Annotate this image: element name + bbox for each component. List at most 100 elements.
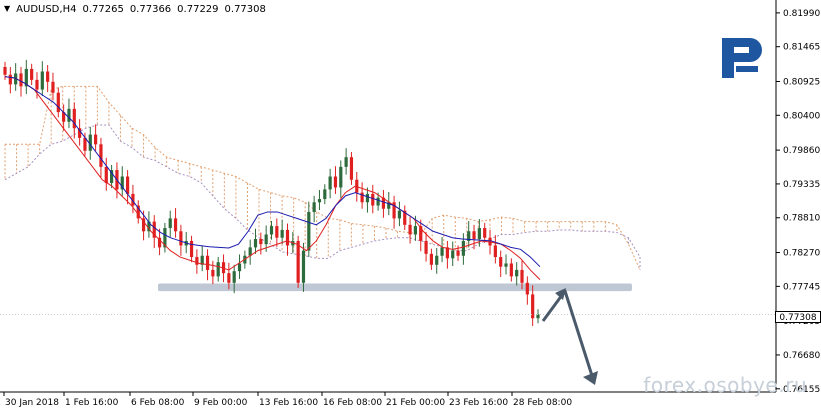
candle-body	[275, 226, 279, 238]
candle-body	[51, 81, 55, 93]
symbol-header: ▼ AUDUSD,H4 0.77265 0.77366 0.77229 0.77…	[4, 4, 266, 15]
candle-body	[211, 269, 215, 277]
candle-body	[323, 189, 327, 200]
x-tick-label: 13 Feb 16:00	[259, 398, 318, 408]
candle-body	[237, 263, 242, 272]
candle-body	[285, 229, 290, 246]
candle-body	[94, 134, 98, 145]
broker-logo-icon	[722, 38, 762, 78]
candle-body	[536, 314, 540, 319]
candle-body	[264, 234, 268, 245]
candle-body	[419, 226, 423, 241]
x-tick-label: 16 Feb 08:00	[323, 398, 382, 408]
candle-body	[40, 71, 44, 90]
candle-body	[413, 226, 418, 235]
candle-body	[24, 68, 28, 87]
candle-body	[531, 294, 535, 319]
y-tick-label: 0.81465	[783, 43, 820, 53]
candle-body	[317, 199, 322, 203]
y-tick-label: 0.80925	[783, 77, 820, 87]
candle-body	[387, 202, 391, 209]
y-tick-label: 0.79335	[783, 180, 820, 190]
x-tick-label: 30 Jan 2018	[5, 398, 59, 408]
candle-body	[445, 247, 449, 259]
candle-body	[408, 224, 412, 235]
y-tick-label: 0.81990	[783, 9, 820, 19]
candle-body	[152, 221, 156, 238]
candle-body	[179, 231, 183, 246]
candle-body	[99, 144, 103, 167]
candle-body	[19, 73, 23, 87]
dropdown-triangle-icon[interactable]: ▼	[4, 4, 11, 13]
candle-body	[173, 218, 178, 232]
y-tick-label: 0.77745	[783, 282, 820, 292]
candle-body	[435, 255, 439, 265]
y-tick-label: 0.79860	[783, 146, 820, 156]
candle-body	[131, 193, 135, 206]
candle-body	[520, 269, 524, 283]
candle-body	[35, 79, 39, 90]
candle-body	[515, 269, 519, 277]
candle-body	[381, 197, 386, 209]
candle-body	[56, 92, 60, 113]
candle-body	[355, 179, 359, 193]
candle-body	[360, 192, 364, 203]
candle-body	[216, 262, 220, 277]
candle-body	[72, 108, 76, 129]
candle-body	[232, 271, 236, 283]
support-zone[interactable]	[158, 283, 632, 292]
candle-body	[499, 257, 503, 267]
candle-body	[280, 229, 284, 238]
candle-body	[333, 176, 338, 188]
forecast-arrow-path[interactable]	[541, 289, 596, 383]
y-tick-label: 0.78810	[783, 214, 820, 224]
tenkan-sen-line	[4, 76, 541, 280]
candle-body	[344, 157, 348, 167]
y-tick-label: 0.76680	[783, 351, 820, 361]
candle-body	[205, 255, 210, 270]
x-tick-label: 21 Feb 00:00	[386, 398, 445, 408]
candle-body	[221, 262, 226, 274]
candle-body	[483, 228, 487, 238]
candle-body	[195, 257, 199, 265]
candle-body	[424, 240, 428, 254]
x-tick-label: 28 Feb 08:00	[513, 398, 572, 408]
candle-body	[3, 66, 7, 75]
candle-body	[110, 170, 114, 183]
candle-body	[125, 176, 130, 194]
candle-body	[307, 211, 311, 251]
candle-body	[509, 263, 513, 277]
candle-body	[141, 218, 146, 232]
candle-body	[365, 193, 370, 203]
x-tick-label: 9 Feb 00:00	[194, 398, 248, 408]
candle-body	[30, 68, 34, 80]
candle-body	[440, 247, 444, 256]
symbol-name: AUDUSD,H4	[16, 4, 77, 15]
candle-body	[83, 137, 87, 151]
candle-body	[147, 221, 151, 232]
y-tick-label: 0.78270	[783, 249, 820, 259]
low-value: 0.77229	[177, 4, 219, 15]
candle-body	[296, 240, 300, 283]
x-tick-label: 23 Feb 16:00	[449, 398, 508, 408]
candle-body	[371, 193, 375, 206]
open-value: 0.77265	[82, 4, 124, 15]
x-tick-label: 1 Feb 16:00	[65, 398, 119, 408]
candle-body	[67, 108, 71, 122]
kijun-sen-line	[4, 76, 541, 268]
candle-body	[259, 239, 263, 245]
candle-body	[163, 228, 167, 248]
candle-body	[403, 210, 407, 225]
candle-body	[104, 166, 108, 183]
candle-body	[120, 176, 124, 190]
high-value: 0.77366	[129, 4, 172, 15]
candle-body	[451, 250, 455, 259]
candle-body	[339, 166, 343, 188]
candle-body	[461, 240, 465, 256]
candle-body	[227, 273, 231, 283]
candle-body	[312, 202, 316, 212]
candle-body	[392, 202, 396, 219]
senkou-span-a-line	[5, 85, 641, 271]
